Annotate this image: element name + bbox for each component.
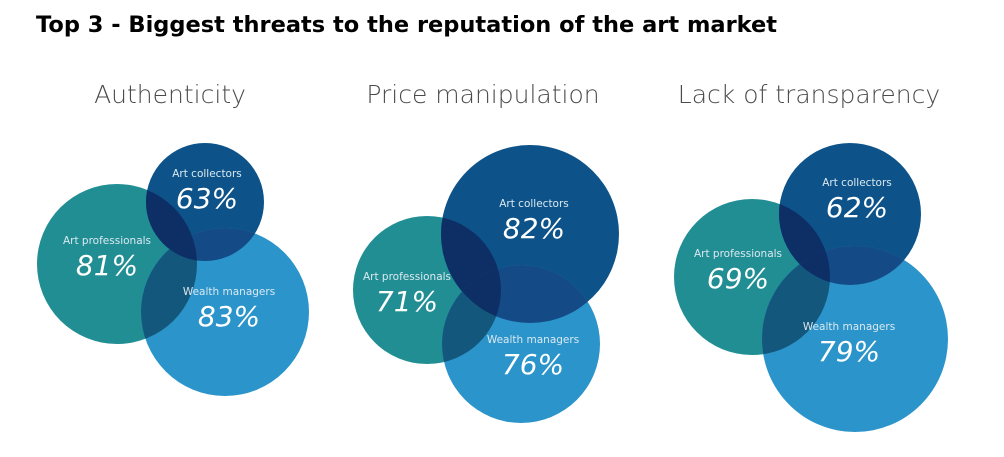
value-managers: 79% xyxy=(818,335,880,368)
label-professionals: Art professionals xyxy=(363,271,451,283)
overlap-professionals-managers xyxy=(141,228,197,344)
value-managers: 83% xyxy=(198,300,260,333)
label-collectors: Art collectors xyxy=(499,198,569,210)
venn-chart-2: Price manipulation Art professionals 71% Ar… xyxy=(353,80,619,423)
overlap-professionals-managers xyxy=(762,246,830,355)
value-collectors: 82% xyxy=(503,212,565,245)
value-professionals: 71% xyxy=(376,285,438,318)
chart-title: Authenticity xyxy=(94,80,246,109)
value-managers: 76% xyxy=(502,348,564,381)
overlap-professionals-collectors xyxy=(146,184,197,261)
page-title: Top 3 - Biggest threats to the reputatio… xyxy=(36,12,778,38)
chart-title: Lack of transparency xyxy=(678,80,940,109)
value-professionals: 69% xyxy=(707,262,769,295)
venn-chart-3: Lack of transparency Art professionals 69%… xyxy=(674,80,948,432)
value-collectors: 63% xyxy=(176,182,238,215)
label-collectors: Art collectors xyxy=(172,168,242,180)
label-collectors: Art collectors xyxy=(822,177,892,189)
label-managers: Wealth managers xyxy=(487,334,579,346)
label-professionals: Art professionals xyxy=(63,235,151,247)
overlap-all xyxy=(442,265,501,323)
value-professionals: 81% xyxy=(76,249,138,282)
overlap-professionals-collectors xyxy=(779,199,830,285)
chart-title: Price manipulation xyxy=(366,80,599,109)
label-managers: Wealth managers xyxy=(803,321,895,333)
venn-chart-1: Authenticity Art professionals 81% Art coll… xyxy=(37,80,309,396)
label-managers: Wealth managers xyxy=(183,286,275,298)
value-collectors: 62% xyxy=(826,191,888,224)
label-professionals: Art professionals xyxy=(694,248,782,260)
